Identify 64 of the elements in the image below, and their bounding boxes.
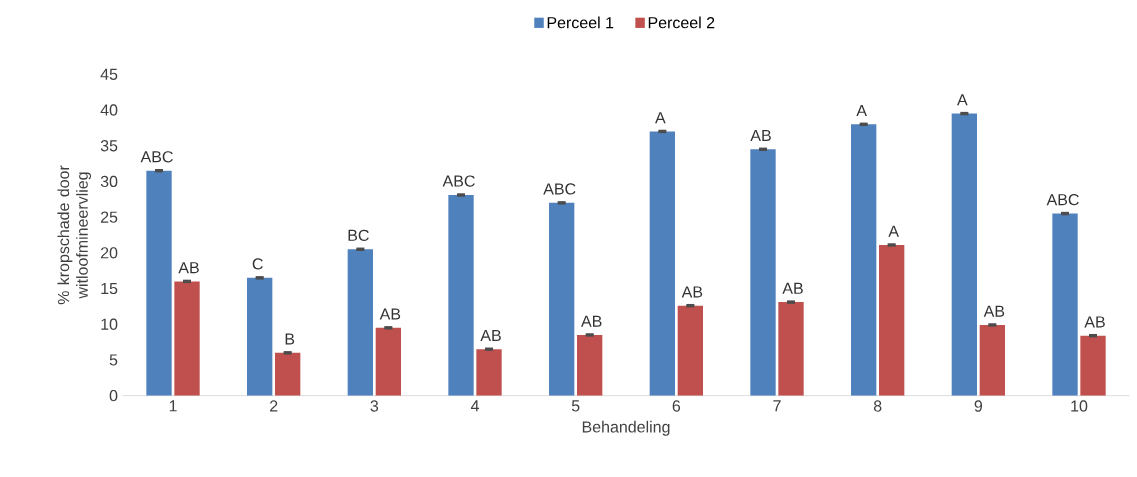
bar: [448, 195, 474, 396]
bar: [879, 244, 905, 396]
annotation: BC: [348, 229, 369, 241]
y-axis-title: % kropschade door witloofmineervlieg: [57, 165, 92, 305]
annotation: AB: [750, 130, 771, 142]
x-tick-label: 1: [169, 400, 177, 412]
annotation: AB: [178, 262, 199, 274]
annotation: AB: [983, 305, 1005, 317]
bar: [851, 124, 877, 396]
bar: [549, 202, 575, 396]
y-tick-label: 40: [100, 104, 118, 116]
bar: [347, 249, 374, 396]
bar: [750, 149, 776, 396]
x-tick-label: 8: [873, 400, 882, 412]
x-tick-label: 10: [1071, 400, 1088, 412]
x-tick-label: 2: [270, 400, 278, 412]
x-tick-label: 4: [470, 400, 479, 412]
x-tick-label: 9: [974, 400, 983, 412]
y-tick-label: 20: [100, 247, 118, 259]
y-tick-label: 5: [109, 354, 118, 366]
x-axis-title: Behandeling: [582, 420, 670, 436]
annotation: AB: [782, 282, 803, 294]
y-tick-label: 25: [100, 211, 118, 223]
annotation: ABC: [543, 183, 576, 195]
legend-label: Perceel 1: [547, 16, 614, 29]
bar: [247, 277, 273, 396]
y-tick-label: 0: [109, 389, 118, 402]
bar: [649, 131, 676, 396]
y-tick-label: 15: [101, 282, 118, 295]
bar: [577, 334, 603, 396]
x-tick-label: 7: [773, 400, 781, 412]
legend-label: Perceel 2: [648, 16, 715, 29]
y-tick-label: 35: [100, 140, 118, 152]
annotation: A: [856, 105, 867, 117]
bar: [375, 327, 402, 396]
annotation: AB: [581, 315, 602, 327]
annotation: AB: [480, 329, 501, 341]
annotation: B: [285, 333, 295, 345]
bar: [677, 305, 704, 396]
x-tick-label: 3: [370, 400, 379, 412]
bar: [174, 281, 200, 396]
bar: [951, 113, 978, 396]
annotation: C: [252, 258, 263, 270]
bar: [1080, 335, 1106, 396]
annotation: ABC: [140, 151, 173, 163]
bar: [275, 352, 301, 396]
bar: [778, 302, 804, 396]
y-tick-label: 30: [100, 175, 118, 188]
bar: [979, 324, 1006, 396]
x-tick-label: 6: [672, 400, 681, 412]
bar: [476, 349, 502, 396]
annotation: AB: [379, 308, 401, 320]
annotation: A: [655, 112, 666, 124]
x-tick-label: 5: [571, 400, 580, 412]
annotation: A: [888, 225, 899, 237]
annotation: A: [957, 94, 968, 106]
annotation: AB: [1084, 316, 1105, 328]
y-tick-label: 45: [100, 68, 118, 80]
y-tick-label: 10: [101, 318, 118, 330]
annotation: ABC: [1046, 193, 1079, 206]
annotation: AB: [681, 286, 703, 298]
bar: [1052, 213, 1078, 396]
bar: [146, 170, 172, 396]
annotation: ABC: [442, 175, 475, 187]
